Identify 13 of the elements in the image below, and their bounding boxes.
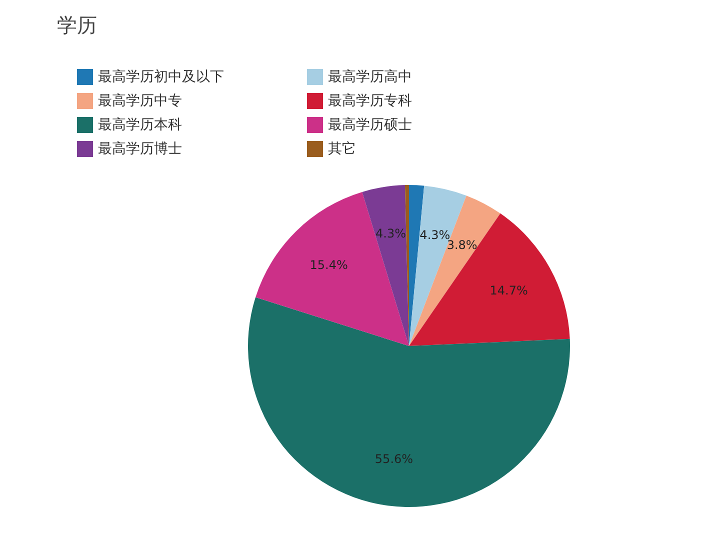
data-label: 14.7% (490, 284, 528, 298)
legend-label: 其它 (328, 141, 356, 157)
legend-label: 最高学历硕士 (328, 117, 412, 133)
chart-title: 学历 (57, 13, 97, 37)
legend-label: 最高学历初中及以下 (98, 69, 224, 85)
legend-label: 最高学历专科 (328, 93, 412, 109)
legend-label: 最高学历中专 (98, 93, 182, 109)
data-label: 4.3% (376, 226, 406, 240)
legend-label: 最高学历博士 (98, 141, 182, 157)
legend-label: 最高学历本科 (98, 117, 182, 133)
data-label: 15.4% (310, 258, 348, 272)
legend-label: 最高学历高中 (328, 69, 412, 85)
data-label: 55.6% (374, 452, 414, 466)
